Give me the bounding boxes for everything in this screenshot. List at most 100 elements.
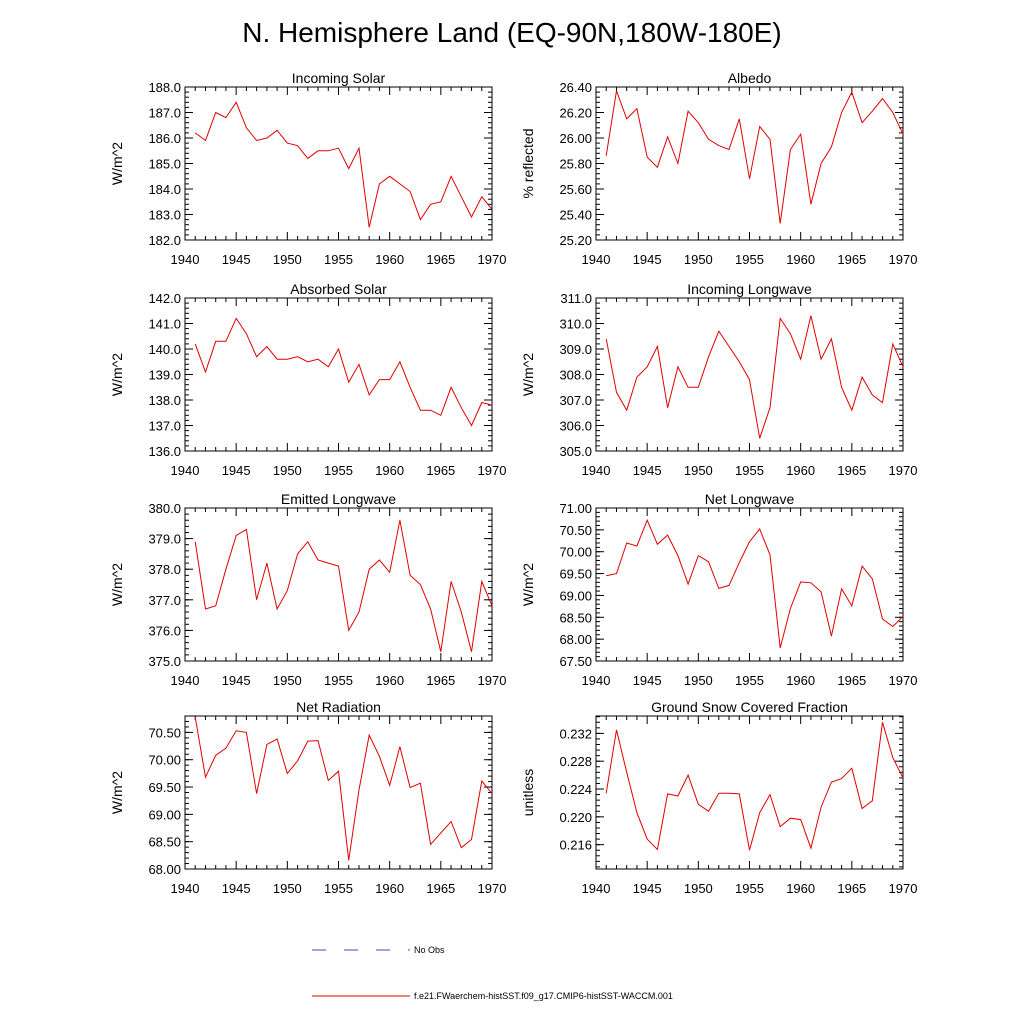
y-tick-label: 183.0 xyxy=(148,208,181,223)
series-line xyxy=(195,520,492,652)
main-title: N. Hemisphere Land (EQ-90N,180W-180E) xyxy=(242,17,782,48)
x-tick-label: 1940 xyxy=(171,252,200,267)
x-tick-label: 1955 xyxy=(324,673,353,688)
x-tick-label: 1960 xyxy=(786,252,815,267)
y-tick-label: 0.220 xyxy=(559,810,592,825)
x-tick-label: 1970 xyxy=(889,673,918,688)
x-tick-label: 1965 xyxy=(837,463,866,478)
y-tick-label: 137.0 xyxy=(148,419,181,434)
y-tick-label: 182.0 xyxy=(148,233,181,248)
y-tick-label: 26.00 xyxy=(559,131,592,146)
x-tick-label: 1965 xyxy=(426,881,455,896)
x-tick-label: 1950 xyxy=(273,463,302,478)
plot-frame xyxy=(185,508,492,661)
series-line xyxy=(606,91,903,224)
y-tick-label: 71.00 xyxy=(559,501,592,516)
y-tick-label: 377.0 xyxy=(148,593,181,608)
y-tick-label: 187.0 xyxy=(148,106,181,121)
y-tick-label: 68.50 xyxy=(559,610,592,625)
y-tick-label: 26.40 xyxy=(559,80,592,95)
y-tick-label: 69.50 xyxy=(559,567,592,582)
panel-title: Incoming Solar xyxy=(292,70,386,86)
x-tick-label: 1945 xyxy=(633,673,662,688)
figure: N. Hemisphere Land (EQ-90N,180W-180E) 19… xyxy=(0,0,1024,1024)
y-axis-label: W/m^2 xyxy=(109,142,125,185)
x-tick-label: 1955 xyxy=(324,881,353,896)
x-tick-label: 1950 xyxy=(273,881,302,896)
series-line xyxy=(195,717,492,860)
x-tick-label: 1970 xyxy=(889,881,918,896)
y-axis-label: W/m^2 xyxy=(520,563,536,606)
y-tick-label: 69.00 xyxy=(148,807,181,822)
legend: No Obs f.e21.FWaerchem-histSST.f09_g17.C… xyxy=(312,945,673,1001)
x-tick-label: 1970 xyxy=(478,463,507,478)
x-tick-label: 1955 xyxy=(735,881,764,896)
x-tick-label: 1950 xyxy=(684,252,713,267)
series-line xyxy=(195,318,492,425)
x-tick-label: 1955 xyxy=(735,463,764,478)
y-tick-label: 307.0 xyxy=(559,393,592,408)
y-axis-label: unitless xyxy=(520,769,536,816)
x-tick-label: 1965 xyxy=(837,673,866,688)
x-tick-label: 1965 xyxy=(426,252,455,267)
x-tick-label: 1940 xyxy=(171,673,200,688)
y-tick-label: 185.0 xyxy=(148,157,181,172)
y-tick-label: 25.40 xyxy=(559,208,592,223)
legend-obs-label: No Obs xyxy=(414,945,445,955)
x-tick-label: 1955 xyxy=(735,673,764,688)
y-tick-label: 70.50 xyxy=(148,725,181,740)
x-tick-label: 1965 xyxy=(426,673,455,688)
y-tick-label: 0.228 xyxy=(559,754,592,769)
y-tick-label: 376.0 xyxy=(148,623,181,638)
panel-net-radiation: 1940 1945 1950 1955 1960 1965 1970 68.00 68.50 69… xyxy=(109,699,506,896)
x-tick-label: 1945 xyxy=(222,252,251,267)
panel-net-longwave: 1940 1945 1950 1955 1960 1965 1970 67.50 68.00 68… xyxy=(520,491,917,688)
y-tick-label: 186.0 xyxy=(148,131,181,146)
x-tick-label: 1970 xyxy=(889,463,918,478)
y-tick-label: 379.0 xyxy=(148,532,181,547)
y-tick-label: 25.80 xyxy=(559,157,592,172)
y-tick-label: 139.0 xyxy=(148,368,181,383)
x-tick-label: 1940 xyxy=(582,252,611,267)
y-axis-label: W/m^2 xyxy=(520,353,536,396)
x-tick-label: 1965 xyxy=(426,463,455,478)
y-tick-label: 310.0 xyxy=(559,317,592,332)
panel-title: Incoming Longwave xyxy=(687,281,812,297)
y-tick-label: 184.0 xyxy=(148,182,181,197)
y-axis-label: % reflected xyxy=(520,128,536,198)
y-tick-label: 70.50 xyxy=(559,523,592,538)
x-tick-label: 1945 xyxy=(633,463,662,478)
y-tick-label: 26.20 xyxy=(559,106,592,121)
y-axis-label: W/m^2 xyxy=(109,353,125,396)
y-tick-label: 306.0 xyxy=(559,419,592,434)
panel-title: Ground Snow Covered Fraction xyxy=(651,699,848,715)
plot-frame xyxy=(596,716,903,869)
y-tick-label: 308.0 xyxy=(559,368,592,383)
x-tick-label: 1960 xyxy=(375,463,404,478)
x-tick-label: 1960 xyxy=(375,252,404,267)
x-tick-label: 1945 xyxy=(222,673,251,688)
panel-title: Absorbed Solar xyxy=(290,281,387,297)
y-axis-label: W/m^2 xyxy=(109,563,125,606)
y-tick-label: 69.50 xyxy=(148,780,181,795)
y-tick-label: 69.00 xyxy=(559,588,592,603)
series-line xyxy=(606,520,903,648)
x-tick-label: 1945 xyxy=(222,881,251,896)
y-tick-label: 0.224 xyxy=(559,782,592,797)
panel-ground-snow-covered-fraction: 1940 1945 1950 1955 1960 1965 1970 0.216 0.220 0.… xyxy=(520,699,917,896)
panel-incoming-longwave: 1940 1945 1950 1955 1960 1965 1970 305.0 306.0 30… xyxy=(520,281,917,478)
y-tick-label: 25.20 xyxy=(559,233,592,248)
x-tick-label: 1945 xyxy=(633,252,662,267)
x-tick-label: 1965 xyxy=(837,252,866,267)
x-tick-label: 1945 xyxy=(222,463,251,478)
y-tick-label: 309.0 xyxy=(559,342,592,357)
x-tick-label: 1960 xyxy=(786,673,815,688)
y-tick-label: 0.216 xyxy=(559,838,592,853)
panel-title: Net Radiation xyxy=(296,699,381,715)
panel-title: Net Longwave xyxy=(705,491,795,507)
x-tick-label: 1960 xyxy=(786,881,815,896)
x-tick-label: 1955 xyxy=(735,252,764,267)
y-tick-label: 142.0 xyxy=(148,291,181,306)
y-tick-label: 305.0 xyxy=(559,444,592,459)
y-tick-label: 138.0 xyxy=(148,393,181,408)
